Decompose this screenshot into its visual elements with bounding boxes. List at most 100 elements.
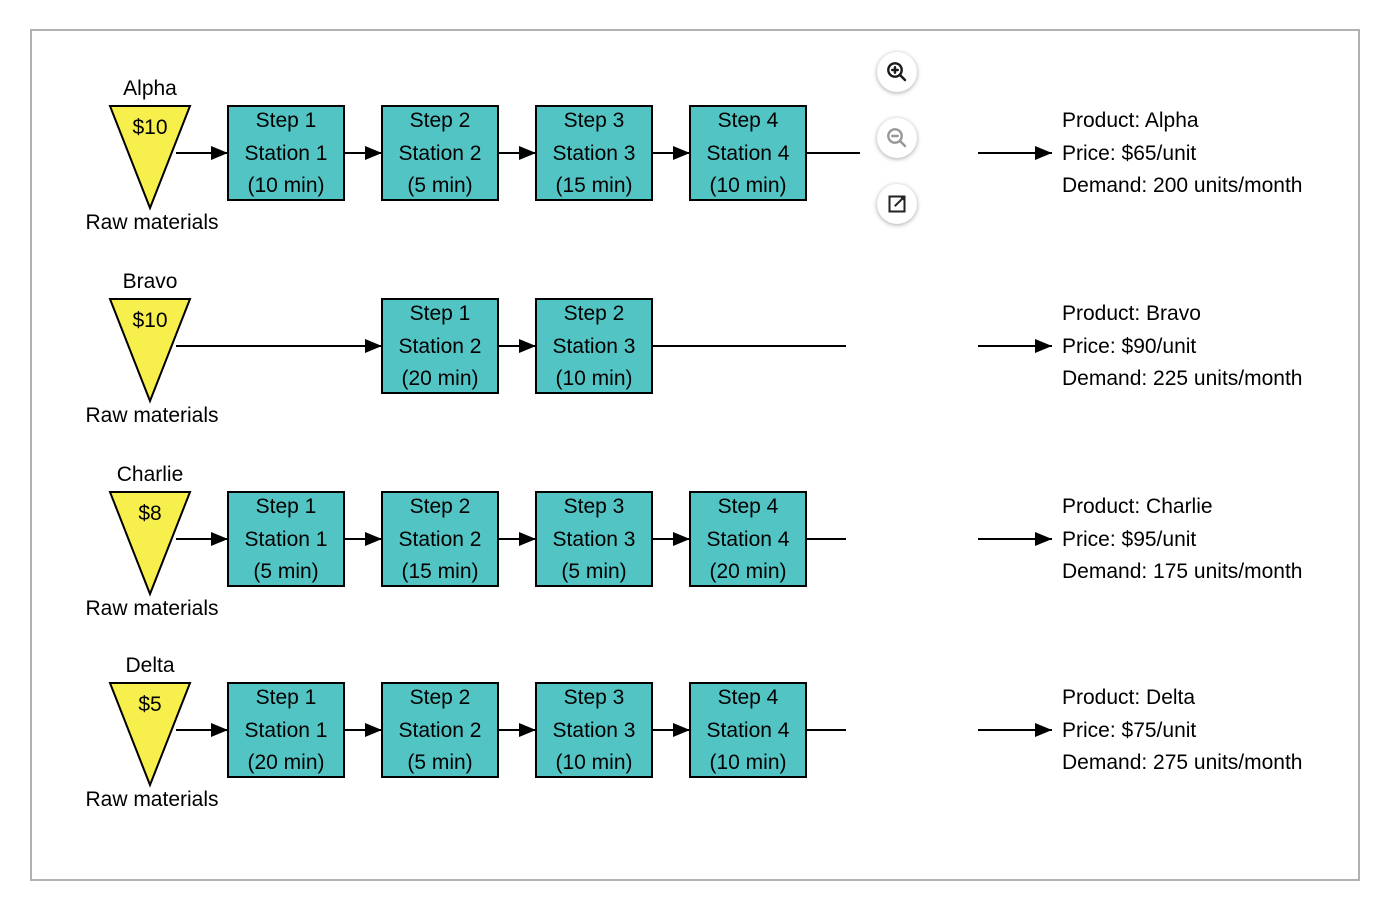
step-label: Step 3 <box>564 686 625 709</box>
step-label: Step 1 <box>256 686 317 709</box>
step-label: Step 3 <box>564 109 625 132</box>
open-external-button[interactable] <box>877 184 917 224</box>
time-label: (5 min) <box>407 174 472 197</box>
step-label: Step 2 <box>564 302 625 325</box>
station-label: Station 2 <box>399 335 482 358</box>
product-row-charlie: Charlie $8 Raw materials Step 1 Station … <box>85 463 1302 620</box>
station-label: Station 4 <box>707 528 790 551</box>
product-info-demand: Demand: 225 units/month <box>1062 367 1302 390</box>
raw-materials-label: Raw materials <box>85 404 218 427</box>
product-info-demand: Demand: 275 units/month <box>1062 751 1302 774</box>
process-step-box: Step 2 Station 2 (15 min) <box>381 491 499 587</box>
product-info-name: Product: Charlie <box>1062 495 1213 518</box>
raw-materials-triangle <box>108 298 192 404</box>
raw-material-cost: $10 <box>132 309 167 332</box>
station-label: Station 3 <box>553 335 636 358</box>
product-row-delta: Delta $5 Raw materials Step 1 Station 1 … <box>85 654 1302 811</box>
step-label: Step 2 <box>410 686 471 709</box>
raw-materials-triangle <box>108 682 192 788</box>
process-step-box: Step 3 Station 3 (10 min) <box>535 682 653 778</box>
time-label: (20 min) <box>401 367 478 390</box>
product-row-bravo: Bravo $10 Raw materials Step 1 Station 2… <box>85 270 1302 427</box>
station-label: Station 2 <box>399 142 482 165</box>
time-label: (20 min) <box>247 751 324 774</box>
station-label: Station 3 <box>553 719 636 742</box>
time-label: (15 min) <box>555 174 632 197</box>
step-label: Step 1 <box>256 109 317 132</box>
time-label: (10 min) <box>709 174 786 197</box>
step-label: Step 4 <box>718 686 779 709</box>
product-row-alpha: Alpha $10 Raw materials Step 1 Station 1… <box>85 77 1302 234</box>
process-step-box: Step 3 Station 3 (5 min) <box>535 491 653 587</box>
raw-materials-label: Raw materials <box>85 211 218 234</box>
process-step-box: Step 1 Station 1 (20 min) <box>227 682 345 778</box>
product-name-label: Charlie <box>117 463 184 486</box>
product-info-name: Product: Bravo <box>1062 302 1201 325</box>
product-info: Product: Charlie Price: $95/unit Demand:… <box>1062 495 1302 583</box>
process-step-box: Step 2 Station 2 (5 min) <box>381 105 499 201</box>
product-info-price: Price: $65/unit <box>1062 142 1196 165</box>
process-step-box: Step 2 Station 3 (10 min) <box>535 298 653 394</box>
product-info-demand: Demand: 200 units/month <box>1062 174 1302 197</box>
step-label: Step 1 <box>256 495 317 518</box>
step-label: Step 4 <box>718 109 779 132</box>
product-name-label: Delta <box>125 654 174 677</box>
raw-material-cost: $8 <box>138 502 161 525</box>
station-label: Station 4 <box>707 719 790 742</box>
time-label: (5 min) <box>561 560 626 583</box>
raw-materials-triangle <box>108 105 192 211</box>
time-label: (10 min) <box>709 751 786 774</box>
station-label: Station 3 <box>553 142 636 165</box>
product-info: Product: Delta Price: $75/unit Demand: 2… <box>1062 686 1302 774</box>
time-label: (5 min) <box>407 751 472 774</box>
step-label: Step 1 <box>410 302 471 325</box>
product-info-price: Price: $90/unit <box>1062 335 1196 358</box>
zoom-out-button[interactable] <box>877 118 917 158</box>
time-label: (10 min) <box>555 751 632 774</box>
raw-material-cost: $5 <box>138 693 161 716</box>
station-label: Station 3 <box>553 528 636 551</box>
raw-material-cost: $10 <box>132 116 167 139</box>
product-info-demand: Demand: 175 units/month <box>1062 560 1302 583</box>
raw-materials-label: Raw materials <box>85 597 218 620</box>
open-in-new-icon <box>888 195 906 213</box>
product-info-name: Product: Delta <box>1062 686 1195 709</box>
raw-materials-triangle <box>108 491 192 597</box>
process-step-box: Step 1 Station 1 (10 min) <box>227 105 345 201</box>
process-step-box: Step 1 Station 1 (5 min) <box>227 491 345 587</box>
process-step-box: Step 2 Station 2 (5 min) <box>381 682 499 778</box>
product-info-price: Price: $75/unit <box>1062 719 1196 742</box>
time-label: (10 min) <box>555 367 632 390</box>
process-step-box: Step 3 Station 3 (15 min) <box>535 105 653 201</box>
time-label: (20 min) <box>709 560 786 583</box>
time-label: (10 min) <box>247 174 324 197</box>
product-info-price: Price: $95/unit <box>1062 528 1196 551</box>
time-label: (5 min) <box>253 560 318 583</box>
step-label: Step 3 <box>564 495 625 518</box>
product-info: Product: Bravo Price: $90/unit Demand: 2… <box>1062 302 1302 390</box>
raw-materials-label: Raw materials <box>85 788 218 811</box>
station-label: Station 4 <box>707 142 790 165</box>
step-label: Step 4 <box>718 495 779 518</box>
step-label: Step 2 <box>410 495 471 518</box>
product-name-label: Alpha <box>123 77 177 100</box>
station-label: Station 2 <box>399 528 482 551</box>
zoom-in-button[interactable] <box>877 52 917 92</box>
station-label: Station 1 <box>245 528 328 551</box>
process-step-box: Step 4 Station 4 (20 min) <box>689 491 807 587</box>
station-label: Station 1 <box>245 719 328 742</box>
time-label: (15 min) <box>401 560 478 583</box>
process-step-box: Step 4 Station 4 (10 min) <box>689 682 807 778</box>
product-name-label: Bravo <box>123 270 178 293</box>
process-step-box: Step 4 Station 4 (10 min) <box>689 105 807 201</box>
product-info: Product: Alpha Price: $65/unit Demand: 2… <box>1062 109 1302 197</box>
process-step-box: Step 1 Station 2 (20 min) <box>381 298 499 394</box>
step-label: Step 2 <box>410 109 471 132</box>
product-info-name: Product: Alpha <box>1062 109 1199 132</box>
zoom-in-icon <box>887 62 907 82</box>
zoom-out-icon <box>887 128 907 148</box>
station-label: Station 2 <box>399 719 482 742</box>
station-label: Station 1 <box>245 142 328 165</box>
